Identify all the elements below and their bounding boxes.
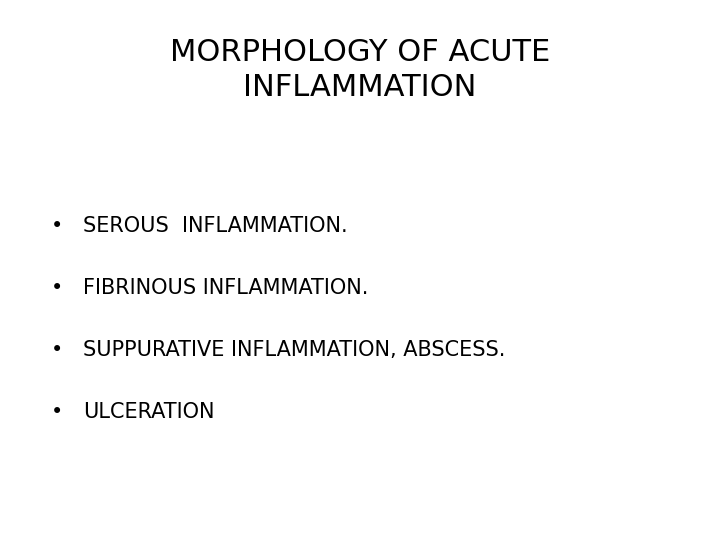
Text: •: • xyxy=(50,402,63,422)
Text: ULCERATION: ULCERATION xyxy=(83,402,215,422)
Text: •: • xyxy=(50,278,63,298)
Text: •: • xyxy=(50,216,63,236)
Text: FIBRINOUS INFLAMMATION.: FIBRINOUS INFLAMMATION. xyxy=(83,278,368,298)
Text: SUPPURATIVE INFLAMMATION, ABSCESS.: SUPPURATIVE INFLAMMATION, ABSCESS. xyxy=(83,340,505,360)
Text: MORPHOLOGY OF ACUTE
INFLAMMATION: MORPHOLOGY OF ACUTE INFLAMMATION xyxy=(170,38,550,102)
Text: SEROUS  INFLAMMATION.: SEROUS INFLAMMATION. xyxy=(83,216,348,236)
Text: •: • xyxy=(50,340,63,360)
